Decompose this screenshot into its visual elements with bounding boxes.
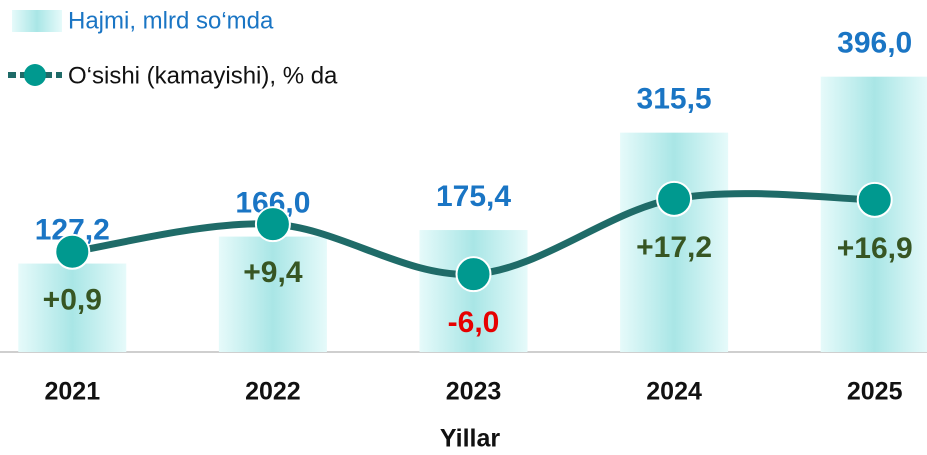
bar-value-label: 396,0 bbox=[837, 27, 912, 60]
line-marker bbox=[254, 206, 291, 243]
legend-label: Hajmi, mlrd so‘mda bbox=[68, 7, 274, 34]
bar bbox=[18, 263, 127, 352]
legend-swatch bbox=[12, 10, 62, 32]
line-marker bbox=[656, 180, 693, 217]
bar-value-label: 315,5 bbox=[637, 83, 712, 116]
bar bbox=[620, 132, 729, 352]
x-tick-label: 2023 bbox=[446, 378, 502, 406]
x-tick-label: 2021 bbox=[44, 378, 100, 406]
line-value-label: +16,9 bbox=[837, 232, 913, 265]
x-tick-label: 2022 bbox=[245, 378, 301, 406]
bar-value-label: 175,4 bbox=[436, 180, 511, 213]
line-value-label: -6,0 bbox=[448, 306, 500, 339]
legend-marker bbox=[24, 64, 46, 86]
line-marker bbox=[54, 233, 91, 270]
line-value-label: +17,2 bbox=[636, 231, 712, 264]
line-marker bbox=[856, 181, 893, 218]
line-value-label: +9,4 bbox=[243, 256, 303, 289]
legend-label: O‘sishi (kamayishi), % da bbox=[68, 62, 338, 89]
x-tick-label: 2024 bbox=[646, 378, 702, 406]
bar bbox=[218, 236, 327, 352]
legend: Hajmi, mlrd so‘mda O‘sishi (kamayishi), … bbox=[8, 7, 338, 89]
line-marker bbox=[455, 256, 492, 293]
x-tick-label: 2025 bbox=[847, 378, 903, 406]
x-axis-label: Yillar bbox=[440, 425, 500, 453]
line-value-label: +0,9 bbox=[43, 284, 102, 317]
